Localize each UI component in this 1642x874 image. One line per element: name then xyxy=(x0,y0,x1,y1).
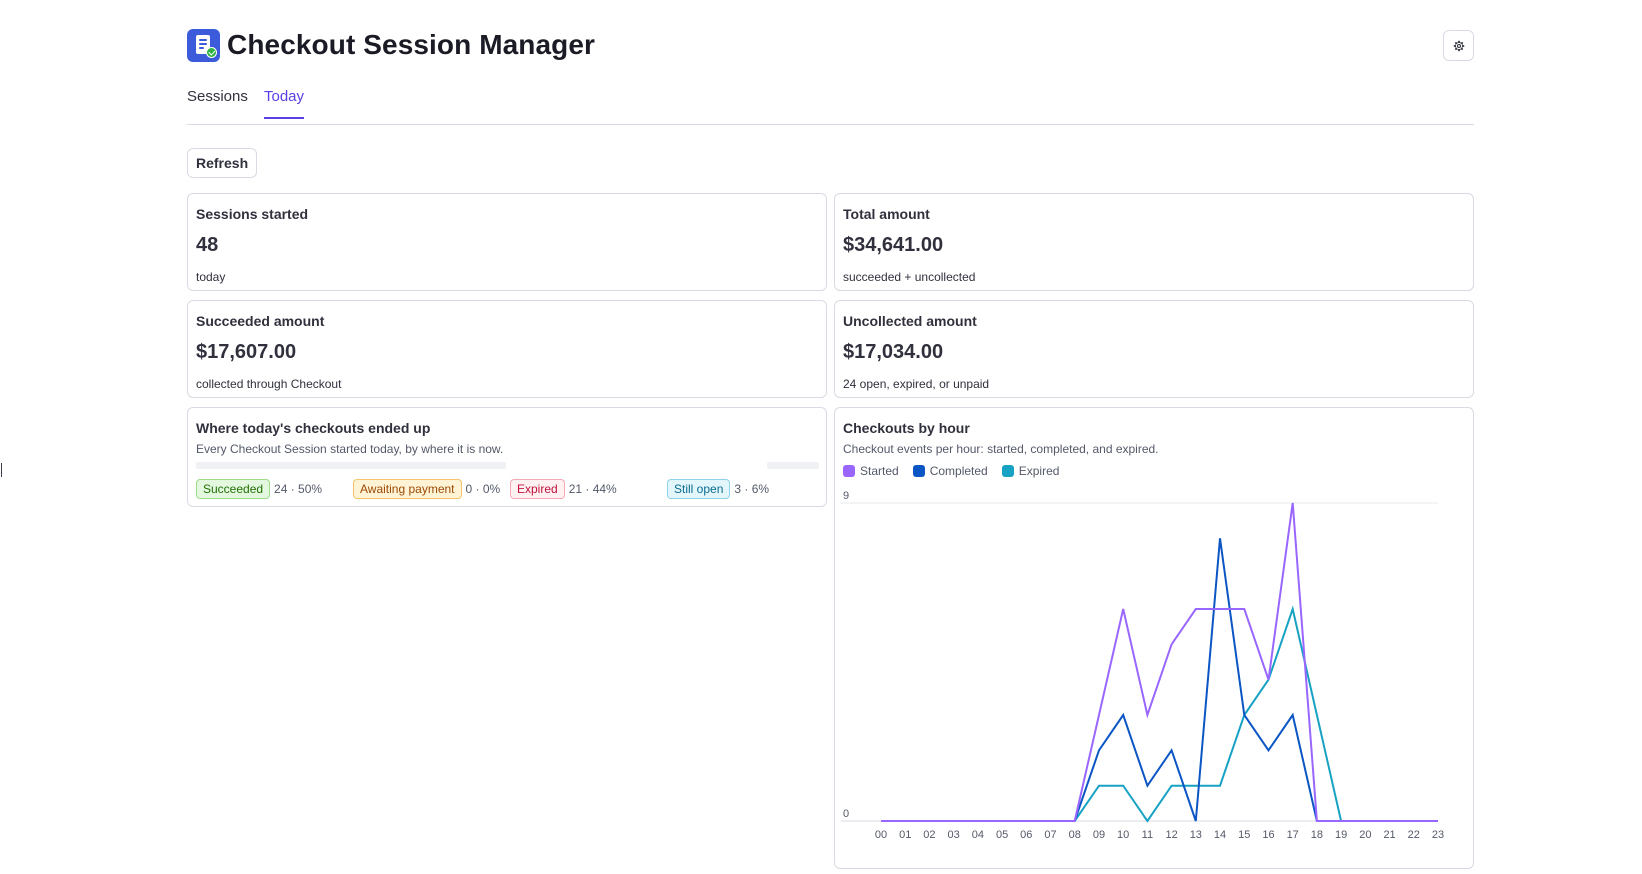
gear-icon xyxy=(1453,40,1464,51)
stat-label: Succeeded amount xyxy=(196,313,325,329)
x-tick-label: 12 xyxy=(1165,829,1177,841)
x-tick-label: 05 xyxy=(996,829,1008,841)
stat-sub: 24 open, expired, or unpaid xyxy=(843,377,990,391)
receipt-check-icon xyxy=(187,29,220,62)
legend-item-completed: Completed xyxy=(912,464,988,478)
card-description: Checkout events per hour: started, compl… xyxy=(843,442,1159,456)
x-tick-label: 02 xyxy=(923,829,935,841)
outcome-item-open: Still open 3 · 6% xyxy=(667,479,769,499)
card-description: Every Checkout Session started today, by… xyxy=(196,442,504,456)
page-header: Checkout Session Manager xyxy=(187,28,1474,64)
x-tick-label: 06 xyxy=(1020,829,1032,841)
outcome-legend: Succeeded 24 · 50% Awaiting payment 0 · … xyxy=(196,479,816,501)
series-line-started xyxy=(881,502,1438,822)
text-cursor xyxy=(1,463,2,477)
x-tick-label: 22 xyxy=(1408,829,1420,841)
status-badge: Awaiting payment xyxy=(353,479,462,499)
x-tick-label: 13 xyxy=(1190,829,1202,841)
x-tick-label: 04 xyxy=(972,829,984,841)
legend-label: Expired xyxy=(1018,464,1060,478)
status-badge: Still open xyxy=(667,479,731,499)
x-tick-label: 00 xyxy=(875,829,887,841)
stat-value: $17,607.00 xyxy=(196,341,297,363)
stat-sub: succeeded + uncollected xyxy=(843,270,976,284)
stat-label: Total amount xyxy=(843,206,930,222)
card-title: Checkouts by hour xyxy=(843,420,970,436)
tab-today[interactable]: Today xyxy=(264,88,305,119)
stat-value: $17,034.00 xyxy=(843,341,944,363)
series-line-expired xyxy=(881,605,1438,823)
x-tick-label: 09 xyxy=(1093,829,1105,841)
x-tick-label: 23 xyxy=(1432,829,1444,841)
refresh-button[interactable]: Refresh xyxy=(187,148,258,178)
x-tick-label: 21 xyxy=(1383,829,1395,841)
outcome-item-awaiting: Awaiting payment 0 · 0% xyxy=(353,479,500,499)
x-tick-label: 07 xyxy=(1044,829,1056,841)
stat-sub: collected through Checkout xyxy=(196,377,342,391)
card-title: Where today's checkouts ended up xyxy=(196,420,431,436)
x-tick-label: 19 xyxy=(1335,829,1347,841)
x-tick-label: 03 xyxy=(948,829,960,841)
x-tick-label: 16 xyxy=(1262,829,1274,841)
x-tick-label: 01 xyxy=(899,829,911,841)
y-tick-label: 9 xyxy=(843,490,849,502)
x-tick-label: 11 xyxy=(1142,829,1153,841)
x-tick-label: 20 xyxy=(1359,829,1371,841)
tab-bar: Sessions Today xyxy=(187,88,1474,125)
legend-label: Started xyxy=(860,464,899,478)
legend-label: Completed xyxy=(929,464,988,478)
legend-item-expired: Expired xyxy=(1001,464,1060,478)
outcome-count: 3 · 6% xyxy=(734,482,770,496)
legend-swatch xyxy=(1001,465,1014,477)
succeeded-amount-card: Succeeded amount $17,607.00 collected th… xyxy=(187,300,827,398)
outcome-track xyxy=(767,462,819,469)
settings-button[interactable] xyxy=(1443,30,1474,61)
hourly-chart-card: Checkouts by hour Checkout events per ho… xyxy=(834,407,1474,869)
outcome-item-succeeded: Succeeded 24 · 50% xyxy=(196,479,322,499)
outcome-count: 21 · 44% xyxy=(568,482,617,496)
chart-legend: Started Completed Expired xyxy=(843,464,1059,478)
outcome-track xyxy=(196,462,506,469)
status-badge: Succeeded xyxy=(196,479,271,499)
tab-sessions[interactable]: Sessions xyxy=(187,88,248,105)
outcomes-card: Where today's checkouts ended up Every C… xyxy=(187,407,827,507)
x-tick-label: 10 xyxy=(1117,829,1129,841)
stat-value: $34,641.00 xyxy=(843,234,944,256)
x-tick-label: 15 xyxy=(1238,829,1250,841)
x-tick-label: 17 xyxy=(1287,829,1299,841)
stat-sub: today xyxy=(196,270,226,284)
stat-label: Uncollected amount xyxy=(843,313,977,329)
legend-swatch xyxy=(843,465,855,477)
legend-item-started: Started xyxy=(843,464,899,478)
sessions-started-card: Sessions started 48 today xyxy=(187,193,827,291)
stat-value: 48 xyxy=(196,234,219,256)
x-tick-label: 18 xyxy=(1311,829,1323,841)
outcome-count: 0 · 0% xyxy=(465,482,501,496)
x-tick-label: 08 xyxy=(1069,829,1081,841)
outcome-item-expired: Expired 21 · 44% xyxy=(510,479,617,499)
page-title: Checkout Session Manager xyxy=(227,29,596,60)
y-tick-label: 0 xyxy=(843,808,849,820)
stat-label: Sessions started xyxy=(196,206,309,222)
outcome-count: 24 · 50% xyxy=(274,482,323,496)
total-amount-card: Total amount $34,641.00 succeeded + unco… xyxy=(834,193,1474,291)
uncollected-amount-card: Uncollected amount $17,034.00 24 open, e… xyxy=(834,300,1474,398)
status-badge: Expired xyxy=(510,479,565,499)
x-tick-label: 14 xyxy=(1214,829,1226,841)
legend-swatch xyxy=(912,465,925,477)
